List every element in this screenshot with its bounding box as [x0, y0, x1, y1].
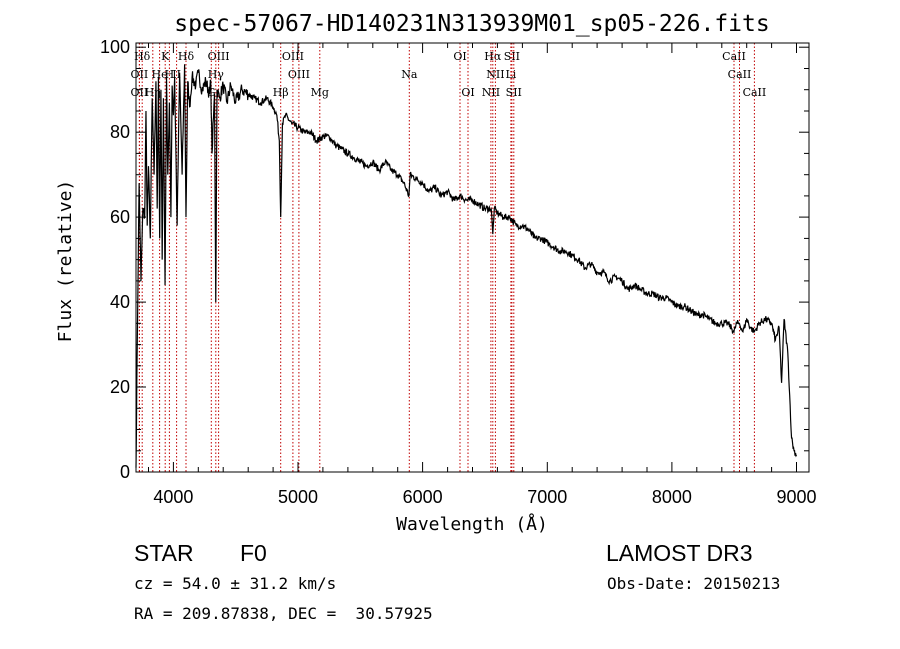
line-marker-label: H: [165, 68, 175, 81]
line-marker-label: OI: [461, 86, 474, 99]
y-tick-label: 100: [100, 37, 130, 57]
line-marker-label: II: [172, 68, 181, 81]
plot-frame: [135, 42, 810, 473]
line-marker-label: Hη: [145, 86, 161, 99]
line-marker-label: CaII: [743, 86, 767, 99]
object-type: STAR: [134, 540, 194, 566]
x-axis-label: Wavelength (Å): [396, 513, 548, 535]
line-marker-label: Hα: [484, 50, 502, 63]
y-tick-label: 60: [110, 207, 130, 227]
x-tick-label: 7000: [527, 487, 567, 507]
y-tick-label: 40: [110, 292, 130, 312]
line-marker-label: NII: [486, 68, 504, 81]
line-marker-label: Hβ: [273, 86, 289, 99]
x-axis-ticks: 4000 5000 6000 7000 8000 9000: [148, 43, 817, 507]
x-tick-label: 5000: [278, 487, 318, 507]
spectral-subclass: F0: [240, 540, 267, 566]
survey-name: LAMOST DR3: [606, 540, 753, 566]
line-marker-label: SII: [506, 86, 522, 99]
line-marker-label: OIII: [282, 50, 304, 63]
x-tick-label: 8000: [652, 487, 692, 507]
line-marker-label: Na: [401, 68, 418, 81]
line-marker-label: Hγ: [208, 68, 225, 81]
line-marker-label: He: [152, 68, 168, 81]
line-marker-label: SII: [504, 50, 520, 63]
line-marker-label: OIII: [208, 50, 230, 63]
x-tick-label: 4000: [153, 487, 193, 507]
x-tick-label: 6000: [403, 487, 443, 507]
line-marker-label: Hδ: [178, 50, 195, 63]
line-marker-label: Li: [505, 68, 516, 81]
y-axis-ticks: 0 20 40 60 80 100: [100, 37, 809, 482]
line-marker-label: OII: [131, 86, 149, 99]
y-tick-label: 20: [110, 377, 130, 397]
y-axis-label: Flux (relative): [55, 180, 76, 343]
redshift-cz: cz = 54.0 ± 31.2 km/s: [134, 574, 337, 593]
line-marker-label: K: [161, 50, 170, 63]
line-marker-label: Mg: [311, 86, 329, 99]
line-marker-label: CaII: [722, 50, 746, 63]
line-marker-label: OIII: [288, 68, 310, 81]
observation-date: Obs-Date: 20150213: [607, 574, 781, 593]
flux-series-line: [135, 64, 798, 468]
line-marker-label: NII: [482, 86, 500, 99]
line-marker-label: CaII: [728, 68, 752, 81]
line-marker-label: OI: [453, 50, 466, 63]
y-tick-label: 0: [120, 462, 130, 482]
line-marker-label: Hδ: [134, 50, 151, 63]
ra-dec-coordinates: RA = 209.87838, DEC = 30.57925: [134, 604, 433, 623]
y-tick-label: 80: [110, 122, 130, 142]
chart-title: spec-57067-HD140231N313939M01_sp05-226.f…: [174, 11, 769, 37]
x-tick-label: 9000: [776, 487, 816, 507]
